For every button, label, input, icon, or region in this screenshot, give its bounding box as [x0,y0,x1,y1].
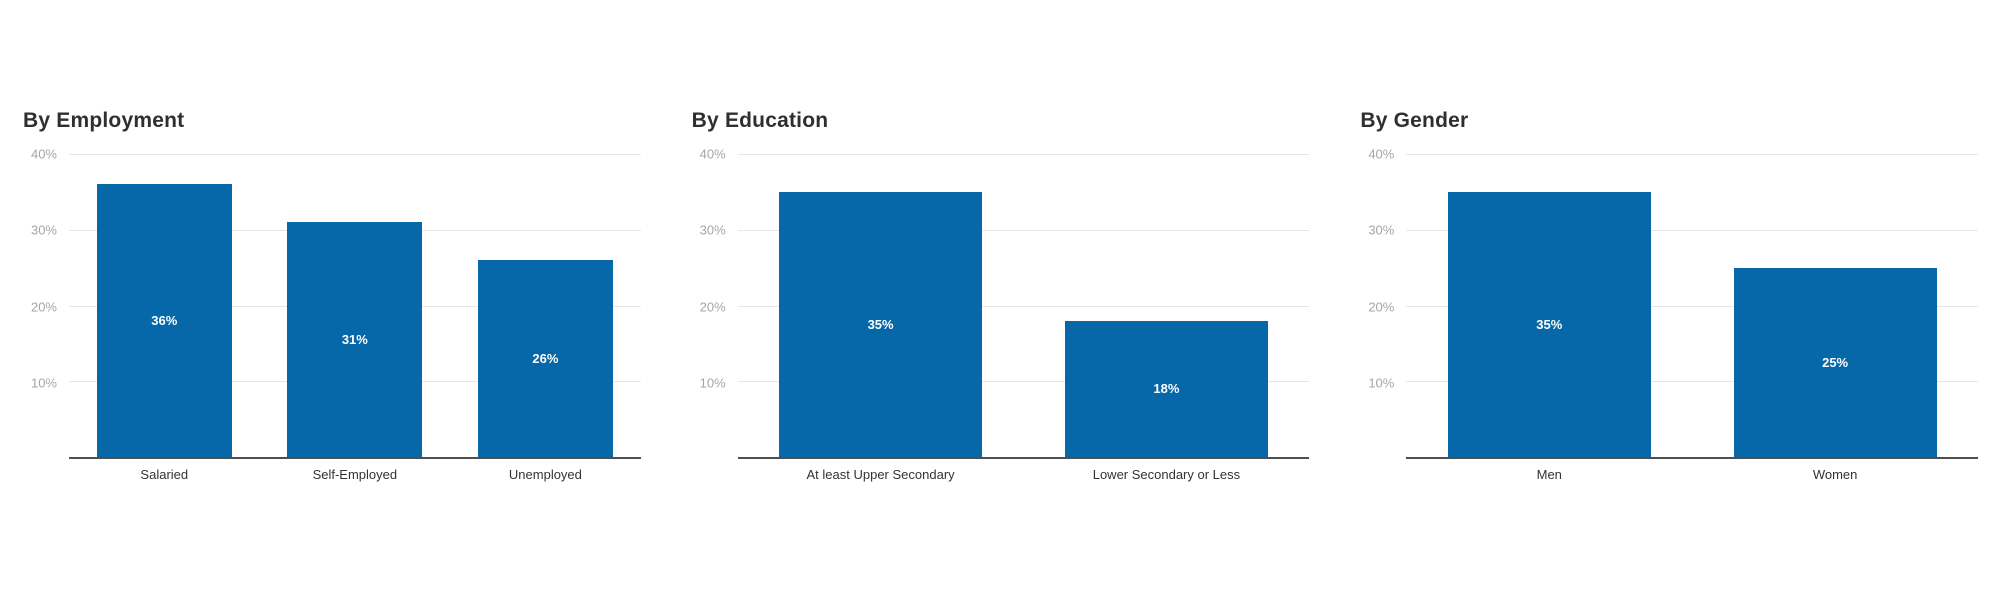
x-axis-labels: At least Upper Secondary Lower Secondary … [738,467,1310,482]
gridline [1406,154,1979,155]
bar-band: 35% [738,154,1024,457]
chart-body: 40% 30% 20% 10% 35% 18% At least Upper Secon… [685,147,1310,482]
bar-band: 36% [69,154,260,457]
plot-column: 35% 18% At least Upper Secondary Lower Sec… [737,154,1310,482]
y-axis-tick-label: 10% [699,375,726,391]
bars-group: 35% 25% [1406,154,1978,457]
bar-at-least-upper-secondary: 35% [779,191,983,457]
chart-body: 40% 30% 20% 10% 36% 31% 26% Salaried Self-Empl… [16,147,641,482]
bar-value-label: 35% [867,316,894,332]
bar-unemployed: 26% [477,260,614,457]
category-label: At least Upper Secondary [806,467,955,482]
gridline [1406,229,1979,231]
category-label: Salaried [140,467,189,482]
chart-by-employment: By Employment 40% 30% 20% 10% 36% 31% 26% Sal… [16,107,641,482]
plot-area: 36% 31% 26% [69,154,641,459]
category-label: Men [1536,467,1562,482]
x-axis-labels: Salaried Self-Employed Unemployed [69,467,641,482]
y-axis-tick-label: 10% [1368,375,1395,391]
chart-title: By Employment [23,109,185,132]
bar-value-label: 26% [532,351,559,367]
y-axis-tick-label: 40% [30,146,57,162]
y-axis: 40% 30% 20% 10% [685,147,738,459]
chart-body: 40% 30% 20% 10% 35% 25% Men Women [1353,147,1979,482]
chart-title: By Gender [1360,109,1469,132]
y-axis: 40% 30% 20% 10% [1353,147,1406,459]
bar-band: 18% [1024,154,1310,457]
gridline [69,154,641,155]
plot-column: 36% 31% 26% Salaried Self-Employed Unemploye… [69,154,641,482]
bar-band: 25% [1692,154,1978,457]
bar-band: 35% [1406,154,1692,457]
y-axis-tick-label: 10% [30,375,57,391]
y-axis-tick-label: 40% [699,146,726,162]
gridline [737,154,1310,155]
y-axis-tick-label: 30% [699,222,726,238]
bar-value-label: 31% [341,332,368,348]
gridline [737,381,1310,383]
bar-self-employed: 31% [287,222,423,457]
y-axis-tick-label: 30% [30,222,57,238]
bars-group: 36% 31% 26% [69,154,641,457]
y-axis-tick-label: 20% [1368,299,1395,314]
bar-value-label: 25% [1822,354,1849,370]
bar-salaried: 36% [96,184,232,457]
bar-band: 31% [260,154,451,457]
plot-area: 35% 25% [1406,154,1979,459]
y-axis-tick-label: 40% [1368,146,1395,162]
bar-value-label: 35% [1536,316,1563,332]
x-axis-labels: Men Women [1406,467,1978,482]
category-label: Unemployed [508,467,582,482]
bar-value-label: 36% [151,313,178,329]
bars-group: 35% 18% [738,154,1310,457]
bar-value-label: 18% [1153,381,1180,397]
category-label: Lower Secondary or Less [1092,467,1241,482]
plot-area: 35% 18% [737,154,1310,459]
charts-dashboard: By Employment 40% 30% 20% 10% 36% 31% 26% Sal… [16,107,1979,482]
y-axis-tick-label: 20% [699,299,726,314]
gridline [1406,381,1979,383]
chart-by-gender: By Gender 40% 30% 20% 10% 35% 25% Men Women [1353,107,1979,482]
category-label: Self-Employed [312,467,398,482]
y-axis-tick-label: 30% [1368,222,1395,238]
gridline [737,229,1310,231]
bar-band: 26% [450,154,641,457]
y-axis-tick-label: 20% [30,299,57,314]
chart-by-education: By Education 40% 30% 20% 10% 35% 18% At leas… [685,107,1310,482]
bar-women: 25% [1733,267,1937,457]
bar-men: 35% [1447,191,1651,457]
bar-lower-secondary-or-less: 18% [1064,320,1268,457]
chart-title: By Education [691,109,829,132]
category-label: Women [1812,467,1858,482]
y-axis: 40% 30% 20% 10% [16,147,69,459]
gridline [1406,305,1979,307]
gridline [737,305,1310,307]
plot-column: 35% 25% Men Women [1406,154,1979,482]
